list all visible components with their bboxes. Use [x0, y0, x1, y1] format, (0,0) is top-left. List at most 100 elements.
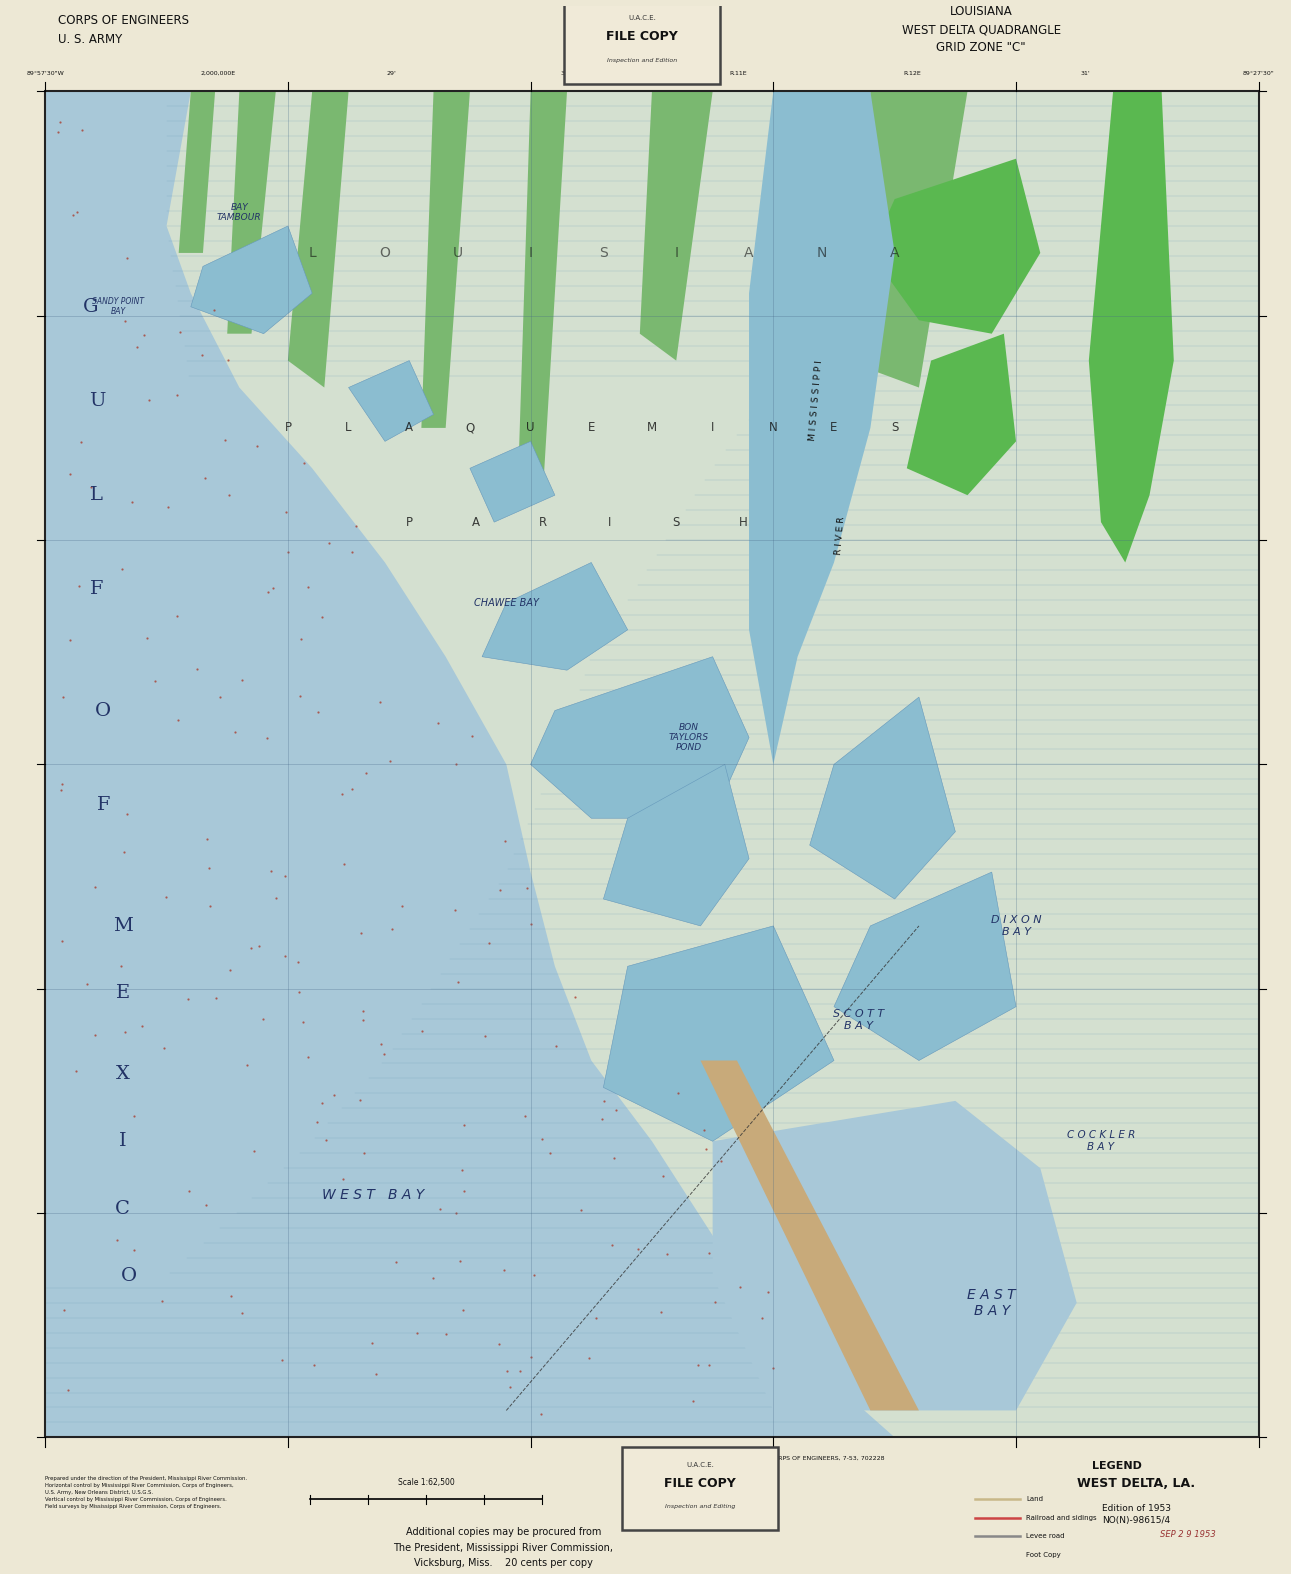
Text: W E S T   B A Y: W E S T B A Y — [321, 1188, 423, 1203]
Bar — [45, 91, 1259, 1437]
Text: S C O T T
B A Y: S C O T T B A Y — [833, 1009, 884, 1031]
Text: R: R — [538, 516, 547, 529]
Polygon shape — [762, 91, 834, 334]
Text: E: E — [116, 984, 129, 1003]
Polygon shape — [846, 91, 967, 387]
FancyBboxPatch shape — [564, 0, 720, 83]
Polygon shape — [349, 360, 434, 441]
Text: R I V E R: R I V E R — [834, 516, 846, 556]
Polygon shape — [749, 91, 895, 765]
Polygon shape — [191, 227, 312, 334]
Text: E A S T
B A Y: E A S T B A Y — [967, 1288, 1016, 1317]
Text: 89°27'30": 89°27'30" — [1243, 71, 1274, 76]
Text: 31': 31' — [1081, 71, 1090, 76]
Text: U.A.C.E.: U.A.C.E. — [629, 16, 656, 20]
Polygon shape — [701, 1061, 919, 1410]
Text: I: I — [119, 1132, 127, 1151]
Text: O: O — [96, 702, 111, 719]
Polygon shape — [421, 91, 470, 428]
Text: S: S — [673, 516, 680, 529]
Text: M: M — [647, 422, 657, 434]
Text: I: I — [608, 516, 611, 529]
Text: A: A — [745, 246, 754, 260]
Text: I: I — [674, 246, 678, 260]
Text: F: F — [90, 581, 103, 598]
Text: WEST DELTA, LA.: WEST DELTA, LA. — [1077, 1478, 1195, 1491]
Text: R.12E: R.12E — [904, 71, 920, 76]
Text: U: U — [527, 422, 534, 434]
Text: G: G — [83, 297, 98, 316]
Text: C: C — [115, 1199, 130, 1218]
Text: Foot Copy: Foot Copy — [1026, 1552, 1061, 1558]
Text: 30': 30' — [560, 71, 571, 76]
Polygon shape — [906, 334, 1016, 496]
Text: H: H — [738, 516, 747, 529]
Text: Q: Q — [465, 422, 475, 434]
Text: M: M — [112, 918, 133, 935]
Text: A: A — [405, 422, 413, 434]
Text: X: X — [116, 1066, 129, 1083]
Polygon shape — [288, 91, 349, 387]
Text: Inspection and Edition: Inspection and Edition — [607, 58, 678, 63]
Polygon shape — [531, 656, 749, 818]
Text: 2,000,000E: 2,000,000E — [201, 71, 236, 76]
Polygon shape — [603, 765, 749, 926]
Text: Inspection and Editing: Inspection and Editing — [665, 1505, 736, 1509]
Text: U: U — [89, 392, 105, 409]
Text: P: P — [284, 422, 292, 434]
Text: BAY
TAMBOUR: BAY TAMBOUR — [217, 203, 262, 222]
Text: U: U — [453, 246, 463, 260]
Polygon shape — [603, 926, 834, 1141]
Polygon shape — [227, 91, 276, 334]
Text: BON
TAYLORS
POND: BON TAYLORS POND — [669, 722, 709, 752]
Text: SEP 2 9 1953: SEP 2 9 1953 — [1159, 1530, 1216, 1539]
Text: S: S — [891, 422, 899, 434]
Polygon shape — [834, 872, 1016, 1061]
Text: CORPS OF ENGINEERS
U. S. ARMY: CORPS OF ENGINEERS U. S. ARMY — [58, 14, 188, 46]
Text: 89°57'30"W: 89°57'30"W — [26, 71, 65, 76]
Text: Scale 1:62,500: Scale 1:62,500 — [398, 1478, 454, 1487]
Text: I: I — [711, 422, 714, 434]
Text: A: A — [473, 516, 480, 529]
Text: SANDY POINT
BAY: SANDY POINT BAY — [92, 297, 145, 316]
Text: Prepared under the direction of the President, Mississippi River Commission.
Hor: Prepared under the direction of the Pres… — [45, 1476, 247, 1509]
Text: N: N — [769, 422, 777, 434]
Bar — [45, 91, 1259, 1437]
Polygon shape — [809, 697, 955, 899]
Polygon shape — [45, 91, 1259, 1437]
Text: N: N — [817, 246, 828, 260]
Text: LOUISIANA
WEST DELTA QUADRANGLE
GRID ZONE "C": LOUISIANA WEST DELTA QUADRANGLE GRID ZON… — [901, 5, 1061, 54]
Text: FILE COPY: FILE COPY — [607, 30, 678, 42]
Text: L: L — [345, 422, 352, 434]
Text: USCB
Historical File
Topographic Division: USCB Historical File Topographic Divisio… — [638, 1486, 718, 1519]
Text: FILE COPY: FILE COPY — [665, 1476, 736, 1489]
Text: L: L — [309, 246, 316, 260]
Text: CHAWEE BAY: CHAWEE BAY — [474, 598, 538, 608]
Text: P: P — [405, 516, 413, 529]
Polygon shape — [870, 159, 1041, 334]
Text: 29': 29' — [387, 71, 396, 76]
Text: Edition of 1953
NO(N)-98615/4: Edition of 1953 NO(N)-98615/4 — [1101, 1505, 1171, 1525]
Text: Railroad and sidings: Railroad and sidings — [1026, 1514, 1097, 1520]
Polygon shape — [482, 562, 627, 671]
Text: PRINTED BY ARMY MAP SERVICE, CORPS OF ENGINEERS, 7-53, 702228: PRINTED BY ARMY MAP SERVICE, CORPS OF EN… — [665, 1456, 884, 1461]
Text: O: O — [380, 246, 390, 260]
Polygon shape — [178, 91, 216, 253]
Polygon shape — [470, 441, 555, 523]
Polygon shape — [713, 1100, 1077, 1410]
Text: Additional copies may be procured from
The President, Mississippi River Commissi: Additional copies may be procured from T… — [394, 1527, 613, 1568]
Text: E: E — [587, 422, 595, 434]
Text: A: A — [889, 246, 900, 260]
Polygon shape — [519, 91, 567, 496]
Text: O: O — [121, 1267, 137, 1284]
Text: M I S S I S S I P P I: M I S S I S S I P P I — [808, 360, 824, 442]
Text: Levee road: Levee road — [1026, 1533, 1065, 1539]
Text: U.A.C.E.: U.A.C.E. — [687, 1462, 714, 1467]
Text: LEGEND: LEGEND — [1092, 1461, 1141, 1470]
Text: D I X O N
B A Y: D I X O N B A Y — [990, 914, 1042, 937]
Text: L: L — [90, 486, 103, 504]
Text: C O C K L E R
B A Y: C O C K L E R B A Y — [1066, 1130, 1135, 1152]
Text: I: I — [528, 246, 533, 260]
Text: R.11E: R.11E — [729, 71, 747, 76]
Text: S: S — [599, 246, 608, 260]
